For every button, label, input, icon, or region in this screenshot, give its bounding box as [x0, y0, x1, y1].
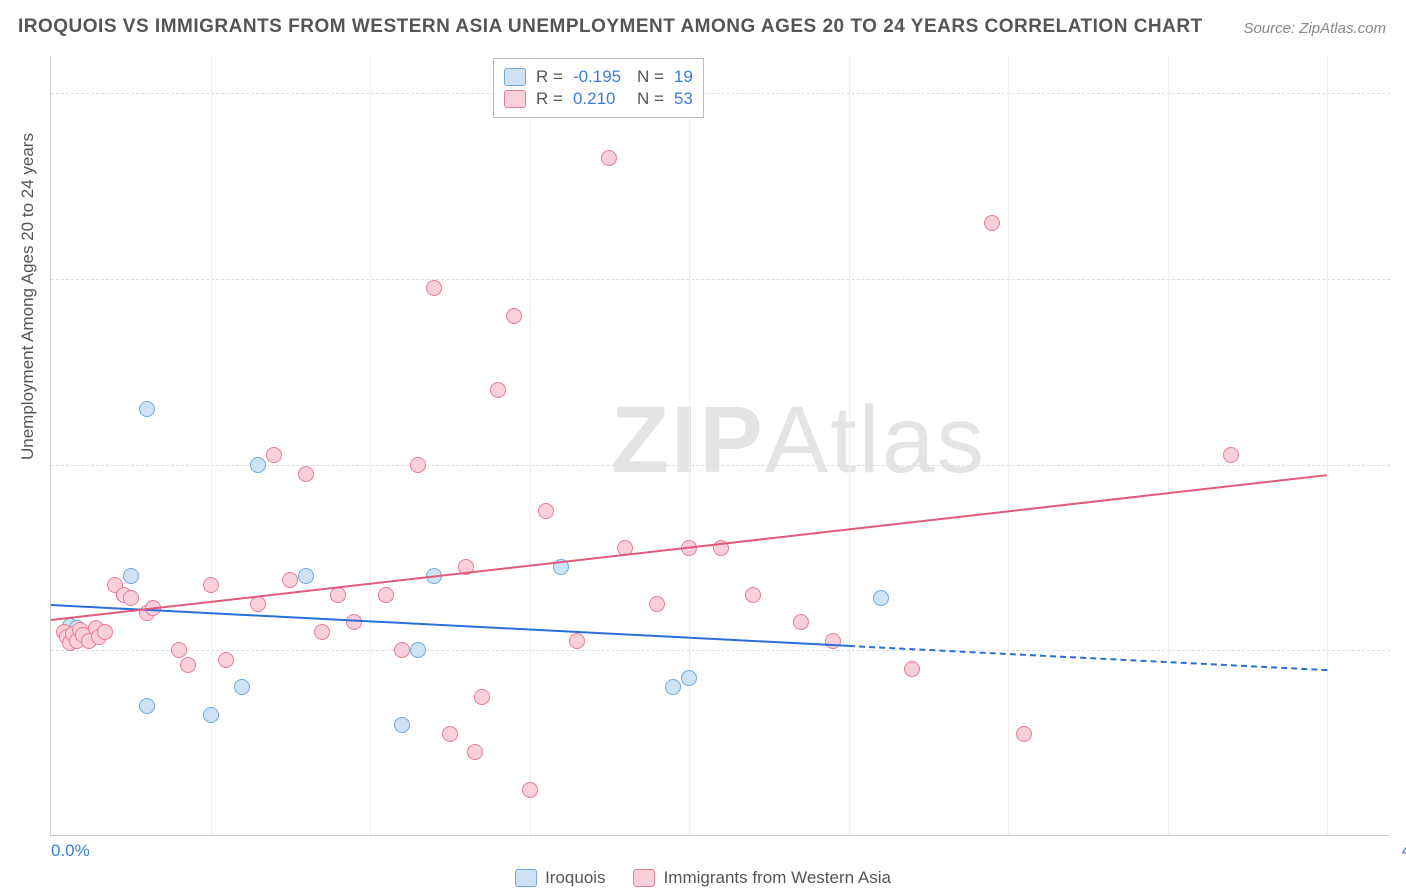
x-gridline — [1168, 56, 1169, 835]
scatter-point — [442, 726, 458, 742]
square-icon — [634, 869, 656, 887]
scatter-point — [569, 633, 585, 649]
scatter-point — [378, 587, 394, 603]
scatter-point — [1223, 447, 1239, 463]
scatter-point — [123, 590, 139, 606]
x-gridline — [370, 56, 371, 835]
scatter-point — [282, 572, 298, 588]
watermark-bold: ZIP — [611, 387, 765, 493]
scatter-point — [394, 717, 410, 733]
square-icon — [504, 90, 526, 108]
scatter-point — [745, 587, 761, 603]
scatter-point — [234, 679, 250, 695]
bottom-legend: Iroquois Immigrants from Western Asia — [515, 868, 891, 888]
source-label: Source: ZipAtlas.com — [1243, 20, 1386, 37]
scatter-point — [1016, 726, 1032, 742]
scatter-point — [298, 466, 314, 482]
scatter-point — [314, 624, 330, 640]
scatter-point — [538, 503, 554, 519]
stats-legend-row: R = 0.210 N = 53 — [504, 89, 693, 109]
y-axis-label: Unemployment Among Ages 20 to 24 years — [18, 133, 38, 460]
n-value: 53 — [674, 89, 693, 109]
scatter-point — [601, 150, 617, 166]
x-tick-label: 0.0% — [51, 841, 90, 861]
scatter-point — [266, 447, 282, 463]
scatter-point — [873, 590, 889, 606]
scatter-point — [394, 642, 410, 658]
scatter-point — [410, 457, 426, 473]
scatter-point — [139, 401, 155, 417]
legend-item-iroquois: Iroquois — [515, 868, 605, 888]
square-icon — [515, 869, 537, 887]
x-gridline — [849, 56, 850, 835]
trend-line — [51, 604, 849, 647]
n-label: N = — [637, 67, 664, 87]
stats-legend: R = -0.195 N = 19 R = 0.210 N = 53 — [493, 58, 704, 118]
x-gridline — [1327, 56, 1328, 835]
square-icon — [504, 68, 526, 86]
scatter-point — [984, 215, 1000, 231]
legend-label-western-asia: Immigrants from Western Asia — [664, 868, 891, 888]
scatter-point — [490, 382, 506, 398]
scatter-point — [250, 457, 266, 473]
chart-container: IROQUOIS VS IMMIGRANTS FROM WESTERN ASIA… — [0, 0, 1406, 892]
chart-title: IROQUOIS VS IMMIGRANTS FROM WESTERN ASIA… — [18, 16, 1203, 38]
scatter-point — [467, 744, 483, 760]
r-label: R = — [536, 89, 563, 109]
scatter-point — [203, 707, 219, 723]
gridline — [51, 93, 1390, 94]
scatter-point — [346, 614, 362, 630]
gridline — [51, 650, 1390, 651]
x-gridline — [1008, 56, 1009, 835]
watermark: ZIPAtlas — [611, 386, 986, 495]
scatter-point — [97, 624, 113, 640]
scatter-point — [180, 657, 196, 673]
stats-legend-row: R = -0.195 N = 19 — [504, 67, 693, 87]
n-value: 19 — [674, 67, 693, 87]
scatter-point — [506, 308, 522, 324]
scatter-point — [410, 642, 426, 658]
scatter-point — [649, 596, 665, 612]
scatter-point — [474, 689, 490, 705]
scatter-point — [681, 670, 697, 686]
gridline — [51, 279, 1390, 280]
scatter-point — [298, 568, 314, 584]
scatter-point — [123, 568, 139, 584]
scatter-point — [171, 642, 187, 658]
scatter-point — [904, 661, 920, 677]
scatter-point — [665, 679, 681, 695]
scatter-point — [426, 280, 442, 296]
r-value: -0.195 — [573, 67, 623, 87]
x-tick-label: 40.0% — [1402, 841, 1406, 861]
x-gridline — [530, 56, 531, 835]
legend-item-western-asia: Immigrants from Western Asia — [634, 868, 891, 888]
scatter-point — [218, 652, 234, 668]
scatter-point — [250, 596, 266, 612]
r-value: 0.210 — [573, 89, 623, 109]
scatter-point — [522, 782, 538, 798]
x-gridline — [689, 56, 690, 835]
scatter-point — [139, 698, 155, 714]
scatter-point — [203, 577, 219, 593]
r-label: R = — [536, 67, 563, 87]
n-label: N = — [637, 89, 664, 109]
scatter-point — [825, 633, 841, 649]
watermark-light: Atlas — [765, 387, 986, 493]
legend-label-iroquois: Iroquois — [545, 868, 605, 888]
plot-area: ZIPAtlas 10.0%20.0%30.0%40.0%0.0%40.0%R … — [50, 56, 1390, 836]
scatter-point — [793, 614, 809, 630]
